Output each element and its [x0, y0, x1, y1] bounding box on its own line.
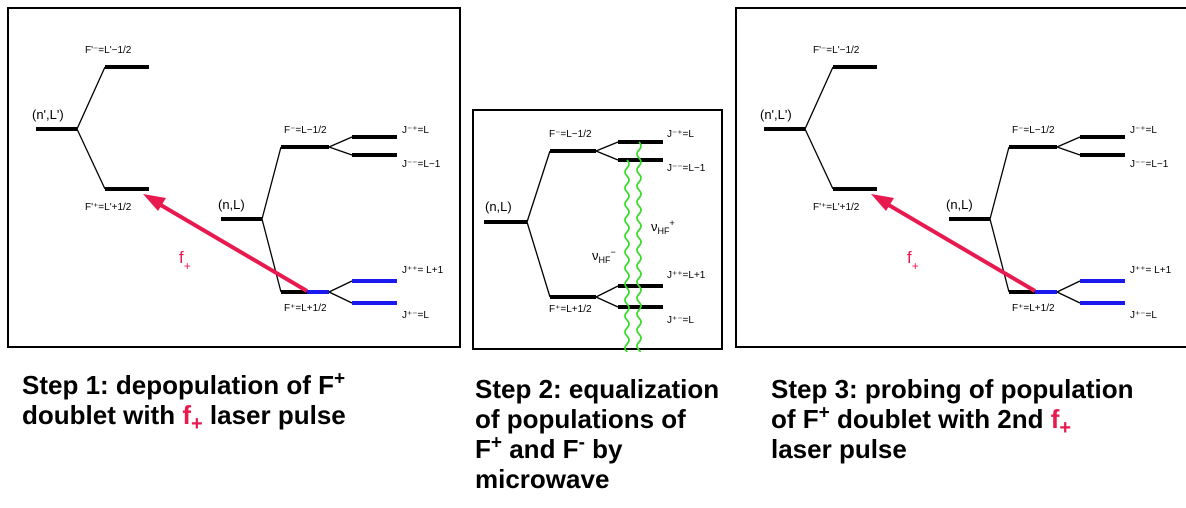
label-nu-hf-plus: νHF+ [651, 218, 675, 236]
caption-step1: Step 1: depopulation of F+ doublet with … [22, 368, 462, 436]
label-f-plus-level: F⁺=L+1/2 [549, 304, 592, 315]
caption-step3-line3: laser pulse [771, 434, 907, 464]
label-upper-state: (n',L') [32, 107, 64, 122]
label-state: (n,L) [485, 199, 512, 214]
caption-step1-line1: Step 1: depopulation of F+ [22, 368, 346, 400]
label-nu-hf-minus: νHF− [592, 247, 616, 265]
label-lower-state: (n,L) [218, 197, 245, 212]
laser-frequency-symbol: f+ [1050, 404, 1072, 440]
branch-line [1056, 136, 1081, 148]
laser-arrow [871, 194, 1037, 293]
branch-line [261, 218, 282, 293]
label-upper-bottom-level: F'⁺=L'+1/2 [813, 202, 860, 213]
label-upper-top-level: F'⁻=L'−1/2 [85, 45, 132, 56]
branch-line [526, 221, 551, 298]
caption-step2-line1: Step 2: equalization [475, 374, 720, 404]
laser-arrow [143, 194, 309, 293]
laser-frequency-label: f+ [907, 248, 919, 273]
label-j-minus-minus: J⁻⁻=L−1 [1130, 159, 1169, 170]
label-f-minus-level: F⁻=L−1/2 [1012, 125, 1055, 136]
branch-line [804, 66, 834, 130]
energy-level-diagram-step2: F⁻=L−1/2 F⁺=L+1/2 J⁻⁺=L J⁻⁻=L−1 J⁺⁺=L+1 … [484, 129, 706, 352]
label-j-minus-plus: J⁻⁺=L [667, 129, 694, 140]
diagram-panel-step3: F'⁻=L'−1/2 F'⁺=L'+1/2 F⁻=L−1/2 F⁺=L+1/2 … [735, 7, 1186, 348]
caption-step2-line3: F+ and F- by [475, 432, 623, 464]
laser-frequency-symbol: f+ [182, 400, 203, 436]
microwave-transition-minus [624, 159, 630, 352]
label-j-plus-plus: J⁺⁺= L+1 [402, 265, 444, 276]
energy-level-diagram-step1: F'⁻=L'−1/2 F'⁺=L'+1/2 F⁻=L−1/2 F⁺=L+1/2 … [32, 45, 444, 321]
branch-line [989, 146, 1010, 220]
label-upper-top-level: F'⁻=L'−1/2 [813, 45, 860, 56]
branch-line [328, 280, 353, 293]
caption-step2-line4: microwave [475, 464, 610, 494]
label-upper-state: (n',L') [760, 107, 792, 122]
diagram-panel-step1: F'⁻=L'−1/2 F'⁺=L'+1/2 F⁻=L−1/2 F⁺=L+1/2 … [7, 7, 461, 348]
branch-line [76, 66, 106, 130]
caption-step2-line2: of populations of [475, 404, 686, 434]
label-j-plus-minus: J⁺⁻=L [402, 310, 429, 321]
laser-frequency-label: f+ [179, 248, 191, 273]
microwave-transition-plus [636, 141, 642, 352]
branch-line [595, 296, 619, 308]
branch-line [1056, 291, 1081, 304]
branch-line [595, 141, 619, 152]
label-f-minus-level: F⁻=L−1/2 [284, 125, 327, 136]
branch-line [328, 146, 353, 156]
branch-line [595, 150, 619, 161]
branch-line [328, 136, 353, 148]
label-j-minus-plus: J⁻⁺=L [402, 125, 429, 136]
caption-step1-line2: doublet with f+ laser pulse [22, 400, 346, 436]
label-j-plus-plus: J⁺⁺=L+1 [667, 270, 706, 281]
branch-line [1056, 146, 1081, 156]
branch-line [1056, 280, 1081, 293]
branch-line [989, 218, 1010, 293]
branch-line [526, 150, 551, 223]
branch-line [76, 128, 106, 190]
branch-line [261, 146, 282, 220]
label-f-plus-level: F⁺=L+1/2 [1012, 303, 1055, 314]
label-lower-state: (n,L) [946, 197, 973, 212]
branch-line [595, 285, 619, 298]
label-j-minus-plus: J⁻⁺=L [1130, 125, 1157, 136]
label-upper-bottom-level: F'⁺=L'+1/2 [85, 202, 132, 213]
branch-line [328, 291, 353, 304]
diagram-panel-step2: F⁻=L−1/2 F⁺=L+1/2 J⁻⁺=L J⁻⁻=L−1 J⁺⁺=L+1 … [472, 109, 723, 352]
caption-step3-line2: of F+ doublet with 2nd f+ [771, 402, 1072, 440]
label-j-plus-plus: J⁺⁺= L+1 [1130, 265, 1172, 276]
label-f-plus-level: F⁺=L+1/2 [284, 303, 327, 314]
caption-step3: Step 3: probing of population of F+ doub… [771, 374, 1186, 464]
caption-step3-line1: Step 3: probing of population [771, 374, 1134, 404]
label-j-minus-minus: J⁻⁻=L−1 [667, 163, 706, 174]
energy-level-diagram-step3: F'⁻=L'−1/2 F'⁺=L'+1/2 F⁻=L−1/2 F⁺=L+1/2 … [760, 45, 1172, 321]
label-f-minus-level: F⁻=L−1/2 [549, 129, 592, 140]
label-j-plus-minus: J⁺⁻=L [667, 315, 694, 326]
label-j-plus-minus: J⁺⁻=L [1130, 310, 1157, 321]
branch-line [804, 128, 834, 190]
label-j-minus-minus: J⁻⁻=L−1 [402, 159, 441, 170]
caption-step2: Step 2: equalization of populations of F… [475, 374, 755, 494]
